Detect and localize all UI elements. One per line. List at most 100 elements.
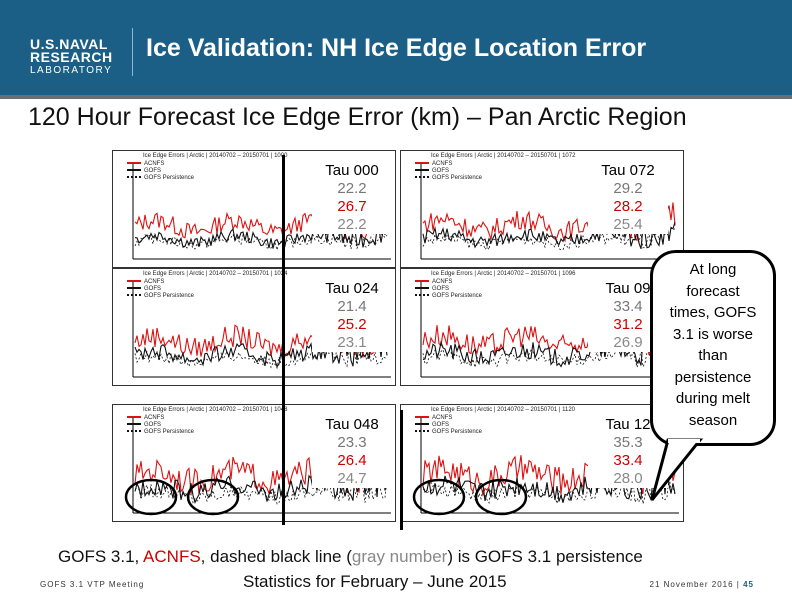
legend-label: GOFS Persistence bbox=[432, 293, 483, 299]
legend-acnfs: ACNFS bbox=[415, 161, 482, 168]
persistence-value: 26.9 bbox=[613, 334, 643, 351]
callout-line: during melt bbox=[675, 390, 751, 407]
tau-stats: Tau 048 23.3 26.4 24.7 bbox=[312, 416, 392, 488]
legend-swatch bbox=[127, 169, 141, 172]
callout-line: times, GOFS bbox=[669, 304, 757, 321]
legend-label: GOFS Persistence bbox=[144, 293, 195, 299]
persistence-value: 28.0 bbox=[613, 470, 643, 487]
legend-label: GOFS bbox=[432, 422, 450, 428]
logo-line-2: RESEARCH bbox=[30, 49, 113, 65]
persistence-value: 25.4 bbox=[613, 216, 643, 233]
acnfs-value: 26.4 bbox=[337, 452, 367, 469]
gofs-value: 29.2 bbox=[613, 180, 643, 197]
highlight-ellipse bbox=[124, 478, 178, 516]
legend-persistence: GOFS Persistence bbox=[127, 293, 194, 300]
legend-swatch bbox=[415, 280, 429, 283]
legend-label: ACNFS bbox=[432, 161, 453, 167]
legend-swatch bbox=[127, 162, 141, 165]
plot-header: Ice Edge Errors | Arctic | 20140702 – 20… bbox=[113, 151, 395, 161]
legend-label: GOFS bbox=[432, 286, 450, 292]
legend-gofs: GOFS bbox=[127, 168, 194, 175]
tau-stats: Tau 024 21.4 25.2 23.1 bbox=[312, 280, 392, 352]
persistence-value: 22.2 bbox=[337, 216, 367, 233]
gofs-value: 23.3 bbox=[337, 434, 367, 451]
persistence-line bbox=[422, 346, 676, 369]
legend-label: GOFS bbox=[432, 168, 450, 174]
legend-label: ACNFS bbox=[144, 279, 165, 285]
legend-label: GOFS bbox=[144, 286, 162, 292]
title-banner: U.S.NAVAL RESEARCH LABORATORY Ice Valida… bbox=[0, 0, 792, 95]
legend-acnfs: ACNFS bbox=[415, 415, 482, 422]
gofs-line bbox=[134, 465, 388, 504]
legend-swatch bbox=[127, 287, 141, 290]
caption-gray-number: gray number bbox=[351, 547, 448, 566]
legend-acnfs: ACNFS bbox=[127, 415, 194, 422]
tau-stats: Tau 072 29.2 28.2 25.4 bbox=[588, 162, 668, 234]
plot-header: Ice Edge Errors | Arctic | 20140702 – 20… bbox=[113, 269, 395, 279]
legend-gofs: GOFS bbox=[415, 286, 482, 293]
legend-label: ACNFS bbox=[144, 415, 165, 421]
header-rule bbox=[0, 95, 792, 99]
legend-swatch bbox=[415, 169, 429, 172]
highlight-ellipse bbox=[412, 478, 466, 516]
legend-label: GOFS Persistence bbox=[144, 175, 195, 181]
tau-label: Tau 048 bbox=[325, 416, 379, 433]
callout-line: than bbox=[698, 347, 728, 364]
legend-label: GOFS Persistence bbox=[144, 429, 195, 435]
acnfs-value: 33.4 bbox=[613, 452, 643, 469]
gofs-value: 35.3 bbox=[613, 434, 643, 451]
callout-line: persistence bbox=[674, 368, 752, 386]
caption-text-end: ) is GOFS 3.1 persistence bbox=[447, 547, 643, 566]
legend-swatch bbox=[415, 294, 429, 297]
legend-label: ACNFS bbox=[432, 279, 453, 285]
legend-gofs: GOFS bbox=[127, 286, 194, 293]
legend-swatch bbox=[415, 176, 429, 179]
persistence-line bbox=[134, 232, 388, 252]
legend-swatch bbox=[415, 430, 429, 433]
legend-persistence: GOFS Persistence bbox=[415, 429, 482, 436]
slide-title: Ice Validation: NH Ice Edge Location Err… bbox=[146, 34, 647, 62]
acnfs-line bbox=[134, 206, 388, 240]
acnfs-value: 25.2 bbox=[337, 316, 367, 333]
legend-swatch bbox=[127, 294, 141, 297]
plot-canvas bbox=[420, 163, 679, 260]
legend-acnfs: ACNFS bbox=[127, 279, 194, 286]
slide-date: 21 November 2016 | 45 bbox=[650, 580, 754, 589]
persistence-line bbox=[134, 347, 388, 370]
tau-label: Tau 024 bbox=[325, 280, 379, 297]
footer-caption-line1: GOFS 3.1, ACNFS, dashed black line (gray… bbox=[58, 547, 643, 567]
persistence-value: 24.7 bbox=[337, 470, 367, 487]
acnfs-value: 26.7 bbox=[337, 198, 367, 215]
legend-label: ACNFS bbox=[144, 161, 165, 167]
acnfs-value: 31.2 bbox=[613, 316, 643, 333]
legend-persistence: GOFS Persistence bbox=[127, 175, 194, 182]
separator-line bbox=[282, 155, 285, 525]
plot-header: Ice Edge Errors | Arctic | 20140702 – 20… bbox=[113, 405, 395, 415]
nrl-logo: U.S.NAVAL RESEARCH LABORATORY bbox=[30, 37, 113, 77]
legend-swatch bbox=[127, 430, 141, 433]
logo-line-3: LABORATORY bbox=[30, 65, 113, 76]
plot-legend: ACNFS GOFS GOFS Persistence bbox=[127, 161, 194, 182]
legend-persistence: GOFS Persistence bbox=[415, 175, 482, 182]
legend-label: GOFS bbox=[144, 168, 162, 174]
legend-persistence: GOFS Persistence bbox=[127, 429, 194, 436]
logo-divider bbox=[132, 28, 133, 76]
legend-label: GOFS Persistence bbox=[432, 175, 483, 181]
highlight-ellipse bbox=[186, 478, 240, 516]
separator-line bbox=[400, 410, 403, 530]
plot-header: Ice Edge Errors | Arctic | 20140702 – 20… bbox=[401, 151, 683, 161]
legend-label: GOFS bbox=[144, 422, 162, 428]
tau-label: Tau 072 bbox=[601, 162, 655, 179]
plot-header: Ice Edge Errors | Arctic | 20140702 – 20… bbox=[401, 269, 683, 279]
tau-label: Tau 12 bbox=[605, 416, 651, 433]
gofs-value: 21.4 bbox=[337, 298, 367, 315]
gofs-value: 33.4 bbox=[613, 298, 643, 315]
caption-text: , dashed black line ( bbox=[200, 547, 352, 566]
legend-gofs: GOFS bbox=[127, 422, 194, 429]
highlight-ellipse bbox=[474, 478, 528, 516]
legend-swatch bbox=[415, 416, 429, 419]
meeting-name: GOFS 3.1 VTP Meeting bbox=[40, 580, 145, 589]
plot-legend: ACNFS GOFS GOFS Persistence bbox=[127, 415, 194, 436]
caption-gofs: GOFS 3.1, bbox=[58, 547, 144, 566]
legend-swatch bbox=[127, 423, 141, 426]
